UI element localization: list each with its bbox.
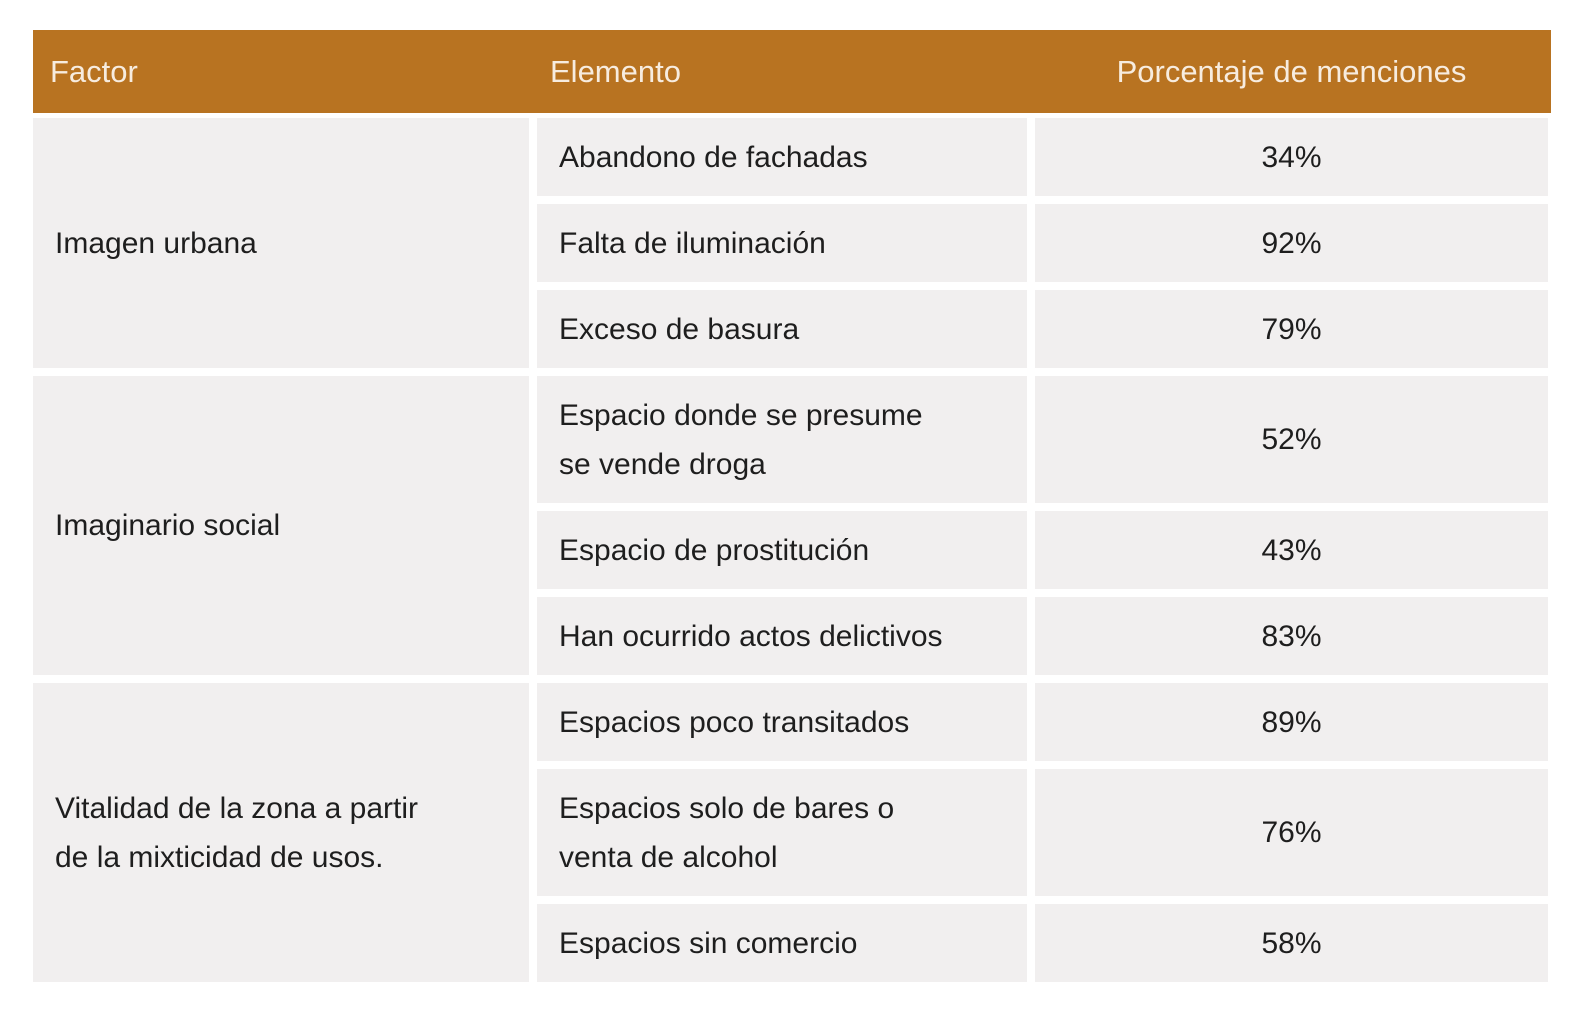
text-line: Han ocurrido actos delictivos <box>559 619 943 653</box>
text-line: Exceso de basura <box>559 312 800 346</box>
text-line: Vitalidad de la zona a partir <box>55 791 419 825</box>
percent-cell: 34% <box>1035 118 1548 196</box>
text-line: Espacio de prostitución <box>559 533 870 567</box>
text-line: Espacio donde se presume <box>559 398 923 432</box>
element-cell: Exceso de basura <box>537 290 1027 368</box>
text-line: se vende droga <box>559 447 766 481</box>
element-cell: Espacio de prostitución <box>537 511 1027 589</box>
percent-cell: 92% <box>1035 204 1548 282</box>
percent-cell: 76% <box>1035 769 1548 896</box>
text-line: Espacios solo de bares o <box>559 791 895 825</box>
text-line: Imaginario social <box>55 509 281 542</box>
text-line: Abandono de fachadas <box>559 140 868 174</box>
element-cell: Espacios sin comercio <box>537 904 1027 982</box>
text-line: Falta de iluminación <box>559 226 826 260</box>
element-cell: Falta de iluminación <box>537 204 1027 282</box>
factor-cell: Vitalidad de la zona a partir de la mixti… <box>33 683 529 982</box>
text-line: Imagen urbana <box>55 226 257 260</box>
header-cell: Porcentaje de menciones <box>1116 54 1467 89</box>
element-cell: Espacios poco transitados <box>537 683 1027 761</box>
element-cell: Han ocurrido actos delictivos <box>537 597 1027 675</box>
header-bar <box>33 30 1551 113</box>
text-line: Espacios sin comercio <box>559 926 858 960</box>
factor-cell: Imaginario social <box>33 376 529 675</box>
text-line: Espacios poco transitados <box>559 705 910 739</box>
text-line: venta de alcohol <box>559 840 778 874</box>
element-cell: Espacios solo de bares o venta de alcohol <box>537 769 1027 896</box>
percent-cell: 43% <box>1035 511 1548 589</box>
element-cell: Abandono de fachadas <box>537 118 1027 196</box>
percent-cell: 58% <box>1035 904 1548 982</box>
text-line: de la mixticidad de usos. <box>55 840 384 874</box>
header-cell: Elemento <box>550 54 681 89</box>
percent-cell: 83% <box>1035 597 1548 675</box>
percent-cell: 52% <box>1035 376 1548 503</box>
percent-cell: 89% <box>1035 683 1548 761</box>
header-cell: Factor <box>50 54 138 89</box>
percent-cell: 79% <box>1035 290 1548 368</box>
factor-cell: Imagen urbana <box>33 118 529 368</box>
element-cell: Espacio donde se presume se vende droga <box>537 376 1027 503</box>
